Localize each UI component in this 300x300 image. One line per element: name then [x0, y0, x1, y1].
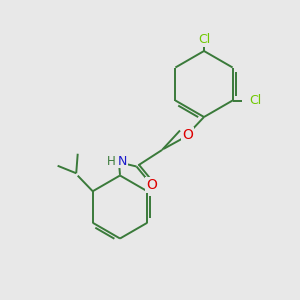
- Text: N: N: [118, 154, 127, 168]
- Text: Cl: Cl: [198, 33, 210, 46]
- Text: Cl: Cl: [249, 94, 261, 107]
- Text: O: O: [146, 178, 157, 192]
- Text: H: H: [107, 154, 116, 168]
- Text: O: O: [182, 128, 193, 142]
